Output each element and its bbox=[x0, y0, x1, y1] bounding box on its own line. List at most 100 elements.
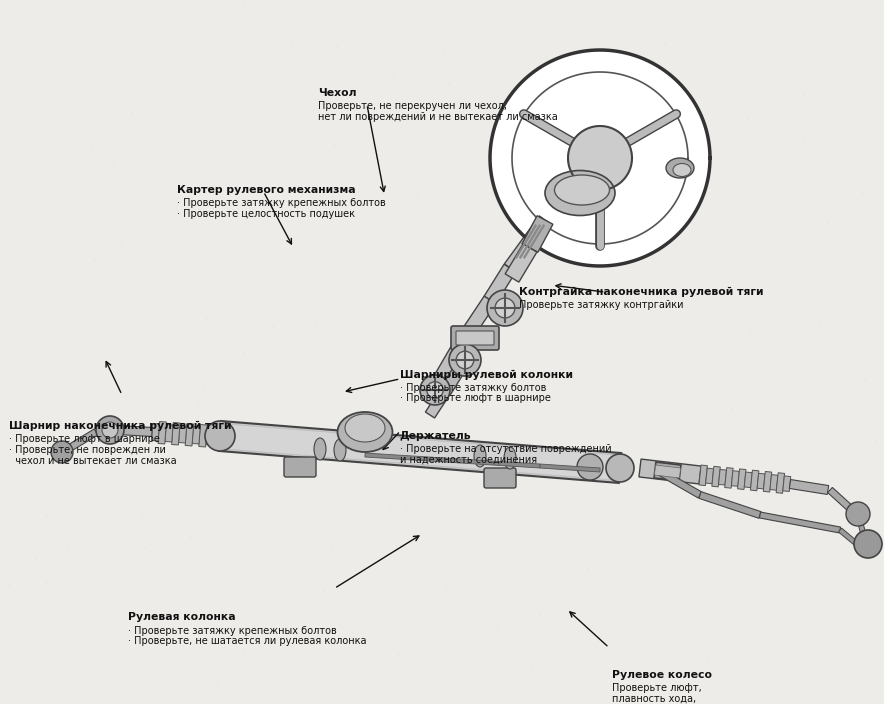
Circle shape bbox=[96, 416, 124, 444]
Text: Картер рулевого механизма: Картер рулевого механизма bbox=[177, 185, 355, 195]
Ellipse shape bbox=[545, 170, 615, 215]
Ellipse shape bbox=[338, 412, 392, 452]
Text: и надежность соединения: и надежность соединения bbox=[400, 455, 537, 465]
Polygon shape bbox=[490, 50, 710, 266]
Polygon shape bbox=[719, 470, 727, 485]
Polygon shape bbox=[440, 357, 470, 395]
Polygon shape bbox=[751, 470, 758, 491]
Text: Шарниры рулевой колонки: Шарниры рулевой колонки bbox=[400, 370, 573, 379]
Text: плавность хода,: плавность хода, bbox=[612, 694, 696, 704]
FancyBboxPatch shape bbox=[451, 326, 499, 350]
Polygon shape bbox=[654, 462, 681, 481]
Polygon shape bbox=[66, 429, 98, 452]
Polygon shape bbox=[699, 465, 707, 486]
Ellipse shape bbox=[474, 445, 486, 467]
Polygon shape bbox=[705, 468, 713, 484]
Text: · Проверьте затяжку болтов: · Проверьте затяжку болтов bbox=[400, 382, 546, 393]
Polygon shape bbox=[171, 422, 180, 445]
Polygon shape bbox=[454, 296, 496, 349]
Circle shape bbox=[102, 422, 118, 438]
Polygon shape bbox=[776, 473, 785, 494]
Polygon shape bbox=[827, 487, 854, 513]
Text: · Проверьте на отсутствие повреждений: · Проверьте на отсутствие повреждений bbox=[400, 444, 611, 454]
Polygon shape bbox=[725, 467, 733, 488]
Polygon shape bbox=[484, 264, 516, 303]
Polygon shape bbox=[659, 469, 702, 498]
Polygon shape bbox=[523, 225, 545, 258]
Circle shape bbox=[456, 351, 474, 369]
Text: · Проверьте целостность подушек: · Проверьте целостность подушек bbox=[177, 209, 354, 219]
Text: Проверьте люфт,: Проверьте люфт, bbox=[612, 683, 702, 693]
Circle shape bbox=[854, 530, 882, 558]
Text: Рулевая колонка: Рулевая колонка bbox=[128, 612, 236, 622]
Text: Шарнир наконечника рулевой тяги: Шарнир наконечника рулевой тяги bbox=[9, 421, 232, 431]
Polygon shape bbox=[185, 424, 194, 446]
Text: Чехол: Чехол bbox=[318, 88, 357, 98]
Text: Рулевое колесо: Рулевое колесо bbox=[612, 670, 712, 680]
Polygon shape bbox=[199, 425, 207, 447]
Ellipse shape bbox=[334, 439, 346, 461]
Polygon shape bbox=[737, 469, 746, 489]
Ellipse shape bbox=[504, 447, 516, 469]
Polygon shape bbox=[568, 126, 632, 190]
Circle shape bbox=[487, 290, 523, 326]
Ellipse shape bbox=[345, 414, 385, 442]
Text: · Проверьте затяжку крепежных болтов: · Проверьте затяжку крепежных болтов bbox=[128, 625, 337, 636]
Circle shape bbox=[495, 298, 514, 318]
FancyBboxPatch shape bbox=[284, 457, 316, 477]
Polygon shape bbox=[763, 472, 772, 492]
Polygon shape bbox=[425, 389, 450, 418]
Polygon shape bbox=[515, 225, 537, 258]
Text: · Проверьте люфт в шарнире: · Проверьте люфт в шарнире bbox=[9, 434, 160, 444]
Polygon shape bbox=[783, 476, 791, 491]
Text: Проверьте затяжку контргайки: Проверьте затяжку контргайки bbox=[519, 300, 683, 310]
Polygon shape bbox=[789, 479, 828, 494]
Text: Держатель: Держатель bbox=[400, 431, 471, 441]
Text: · Проверьте затяжку крепежных болтов: · Проверьте затяжку крепежных болтов bbox=[177, 198, 385, 208]
Polygon shape bbox=[731, 471, 739, 486]
Circle shape bbox=[577, 454, 603, 480]
Text: · Проверьте, не шатается ли рулевая колонка: · Проверьте, не шатается ли рулевая коло… bbox=[128, 636, 367, 646]
Text: Контргайка наконечника рулевой тяги: Контргайка наконечника рулевой тяги bbox=[519, 287, 764, 297]
Polygon shape bbox=[712, 466, 720, 487]
Polygon shape bbox=[522, 215, 552, 252]
Polygon shape bbox=[540, 464, 600, 472]
Circle shape bbox=[427, 382, 443, 398]
Circle shape bbox=[449, 344, 481, 376]
Polygon shape bbox=[165, 425, 173, 442]
Polygon shape bbox=[219, 421, 621, 483]
Polygon shape bbox=[520, 225, 541, 258]
Polygon shape bbox=[699, 491, 761, 518]
Polygon shape bbox=[192, 427, 200, 444]
Polygon shape bbox=[757, 473, 765, 489]
Polygon shape bbox=[179, 425, 187, 443]
Polygon shape bbox=[505, 244, 537, 282]
Ellipse shape bbox=[666, 158, 694, 178]
Text: нет ли повреждений и не вытекает ли смазка: нет ли повреждений и не вытекает ли смаз… bbox=[318, 112, 558, 122]
Text: чехол и не вытекает ли смазка: чехол и не вытекает ли смазка bbox=[9, 455, 177, 466]
Circle shape bbox=[846, 502, 870, 526]
Ellipse shape bbox=[554, 175, 609, 205]
Polygon shape bbox=[770, 474, 778, 490]
Polygon shape bbox=[365, 453, 540, 468]
Ellipse shape bbox=[673, 163, 691, 177]
Polygon shape bbox=[429, 341, 466, 391]
FancyBboxPatch shape bbox=[484, 468, 516, 488]
Circle shape bbox=[205, 421, 235, 451]
Polygon shape bbox=[505, 216, 551, 272]
Circle shape bbox=[420, 375, 450, 405]
FancyBboxPatch shape bbox=[456, 331, 494, 345]
Polygon shape bbox=[158, 422, 166, 444]
Polygon shape bbox=[151, 424, 159, 441]
Polygon shape bbox=[212, 425, 221, 448]
Ellipse shape bbox=[314, 438, 326, 460]
Polygon shape bbox=[219, 424, 621, 480]
Polygon shape bbox=[856, 513, 867, 541]
Polygon shape bbox=[744, 472, 752, 488]
Text: · Проверьте, не поврежден ли: · Проверьте, не поврежден ли bbox=[9, 445, 165, 455]
Polygon shape bbox=[654, 465, 681, 478]
Circle shape bbox=[606, 454, 634, 482]
Polygon shape bbox=[838, 528, 872, 557]
Text: · Проверьте люфт в шарнире: · Проверьте люфт в шарнире bbox=[400, 394, 551, 403]
Circle shape bbox=[51, 441, 73, 463]
